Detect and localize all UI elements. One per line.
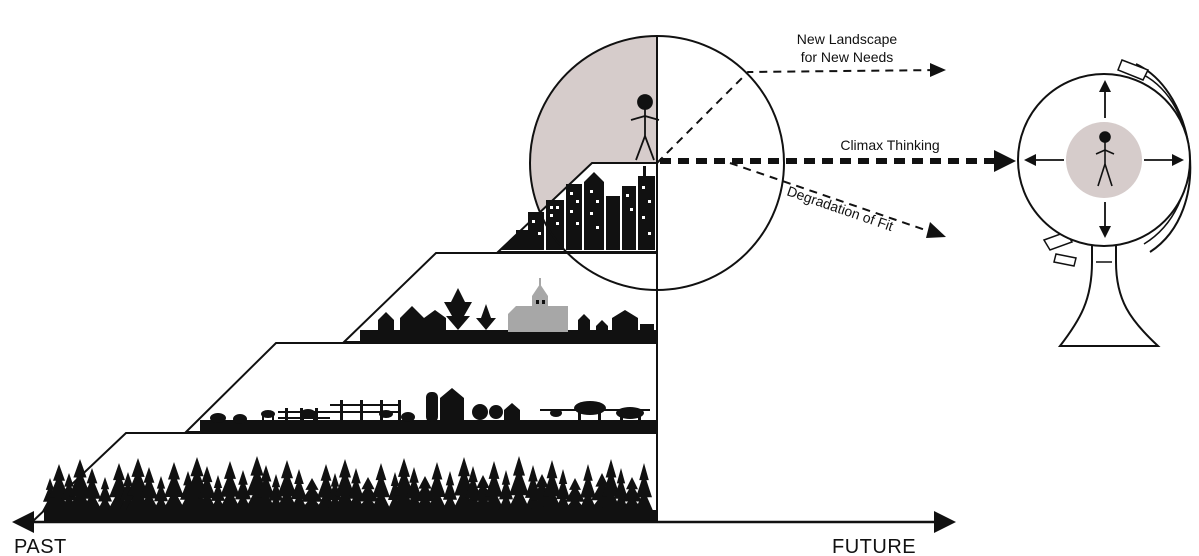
conifer-tree-icon: [267, 474, 285, 512]
globe-radial-arrows: [1034, 90, 1174, 228]
conifer-tree-icon: [620, 477, 644, 512]
conifer-tree-icon: [59, 473, 79, 512]
new-landscape-label-line1: New Landscape: [797, 31, 898, 47]
conifer-tree-icon: [578, 464, 598, 512]
conifer-tree-icon: [554, 469, 572, 512]
climax-thinking-label: Climax Thinking: [840, 137, 939, 153]
stage-village: [341, 252, 658, 343]
conifer-tree-icon: [386, 472, 404, 512]
conifer-tree-icon: [333, 459, 357, 512]
conifer-tree-icon: [441, 471, 459, 512]
stage-city: [495, 162, 658, 253]
conifer-tree-icon: [588, 473, 616, 512]
conifer-forest-icon: [41, 456, 654, 512]
conifer-tree-icon: [315, 464, 337, 512]
conifer-tree-icon: [528, 474, 556, 512]
arrow-right-icon: [934, 511, 956, 533]
conifer-tree-icon: [41, 478, 59, 512]
trajectory-new-landscape: New Landscape for New Needs: [656, 31, 946, 164]
conifer-tree-icon: [497, 470, 515, 512]
person-icon: [630, 94, 660, 161]
conifer-tree-icon: [275, 460, 299, 512]
stage-forest: [29, 432, 658, 523]
conifer-tree-icon: [346, 468, 366, 512]
conifer-tree-icon: [426, 462, 448, 512]
globe-icon: [1017, 59, 1192, 347]
conifer-tree-icon: [289, 469, 309, 512]
conifer-tree-icon: [600, 459, 622, 512]
globe-person-icon: [1095, 131, 1115, 187]
conifer-tree-icon: [370, 463, 392, 512]
conifer-tree-icon: [124, 458, 152, 512]
conifer-tree-icon: [196, 466, 218, 512]
conifer-tree-icon: [392, 458, 416, 512]
past-label: PAST: [14, 536, 67, 556]
arrow-left-icon: [12, 511, 34, 533]
conifer-tree-icon: [107, 463, 131, 512]
conifer-tree-icon: [507, 456, 531, 512]
conifer-tree-icon: [118, 472, 138, 512]
farm-icon: [200, 388, 657, 432]
city-skyline-icon: [500, 166, 655, 250]
conifer-tree-icon: [47, 464, 71, 512]
conifer-tree-icon: [162, 462, 186, 512]
conifer-tree-icon: [81, 468, 103, 512]
timeline-axis: PAST FUTURE: [12, 511, 956, 556]
conifer-tree-icon: [483, 461, 505, 512]
conifer-tree-icon: [326, 473, 344, 512]
conifer-tree-icon: [469, 475, 497, 512]
conifer-tree-icon: [612, 468, 630, 512]
conifer-tree-icon: [298, 478, 326, 512]
conifer-tree-icon: [255, 465, 277, 512]
conifer-tree-icon: [209, 475, 227, 512]
conifer-tree-icon: [452, 457, 476, 512]
conifer-tree-icon: [354, 477, 382, 512]
conifer-tree-icon: [96, 477, 114, 512]
conifer-tree-icon: [183, 457, 211, 512]
village-icon: [360, 278, 657, 342]
conifer-tree-icon: [66, 459, 94, 512]
globe-center-disc: [1066, 122, 1142, 198]
degradation-of-fit-label: Degradation of Fit: [785, 183, 896, 234]
conifer-tree-icon: [404, 467, 424, 512]
conifer-tree-icon: [138, 467, 160, 512]
conifer-tree-icon: [541, 460, 563, 512]
conifer-tree-icon: [463, 466, 483, 512]
conifer-tree-icon: [152, 476, 170, 512]
conifer-tree-icon: [523, 465, 543, 512]
conifer-tree-icon: [218, 461, 242, 512]
future-label: FUTURE: [832, 536, 916, 556]
trajectory-climax-thinking: Climax Thinking: [660, 137, 1016, 172]
conifer-tree-icon: [563, 478, 587, 512]
conifer-tree-icon: [243, 456, 271, 512]
conifer-tree-icon: [411, 476, 439, 512]
stage-farm: [183, 342, 658, 433]
new-landscape-label-line2: for New Needs: [801, 49, 894, 65]
conifer-tree-icon: [634, 463, 654, 512]
conifer-tree-icon: [233, 470, 253, 512]
